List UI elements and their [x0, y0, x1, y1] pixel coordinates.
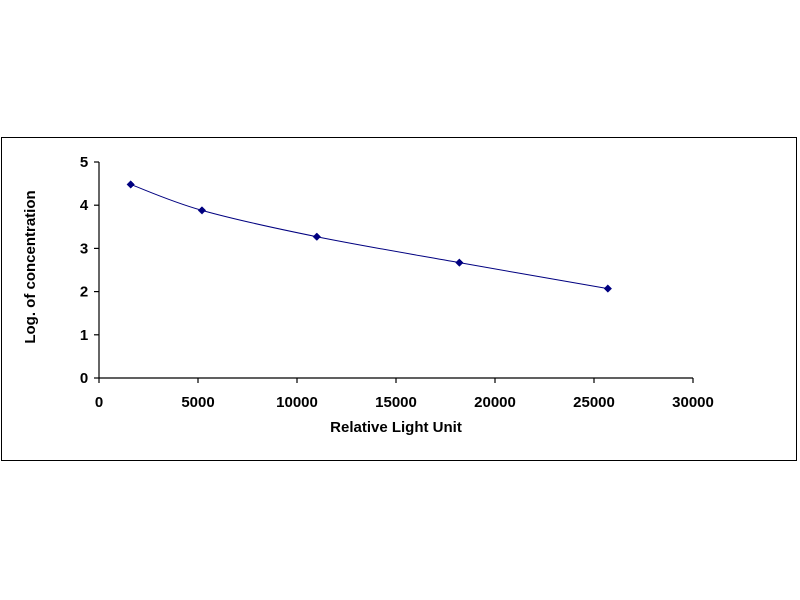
- x-axis-title: Relative Light Unit: [330, 419, 462, 436]
- series-line: [130, 183, 608, 290]
- series-layer: [126, 180, 613, 293]
- data-point-marker: [603, 284, 613, 293]
- data-point-marker: [455, 258, 464, 267]
- axes: 0 1 2 3 4 5 0 5000 10000 15000 20000 25000 30000: [80, 154, 714, 411]
- data-point-marker: [197, 206, 207, 215]
- y-tick-label: 2: [80, 284, 88, 301]
- y-tick-label: 3: [80, 240, 88, 257]
- y-tick-label: 0: [80, 370, 88, 387]
- data-point-marker: [126, 180, 135, 189]
- y-tick-label: 5: [80, 154, 88, 171]
- y-axis-title: Log. of concentration: [22, 190, 39, 343]
- chart-frame: [1, 137, 797, 461]
- y-tick-label: 1: [80, 327, 88, 344]
- x-tick-label: 0: [95, 394, 103, 411]
- x-tick-label: 5000: [181, 394, 214, 411]
- y-tick-label: 4: [80, 197, 89, 214]
- x-tick-label: 30000: [672, 394, 714, 411]
- x-tick-label: 25000: [573, 394, 615, 411]
- data-point-marker: [312, 232, 321, 241]
- x-tick-label: 10000: [276, 394, 318, 411]
- x-tick-label: 20000: [474, 394, 516, 411]
- x-tick-label: 15000: [375, 394, 417, 411]
